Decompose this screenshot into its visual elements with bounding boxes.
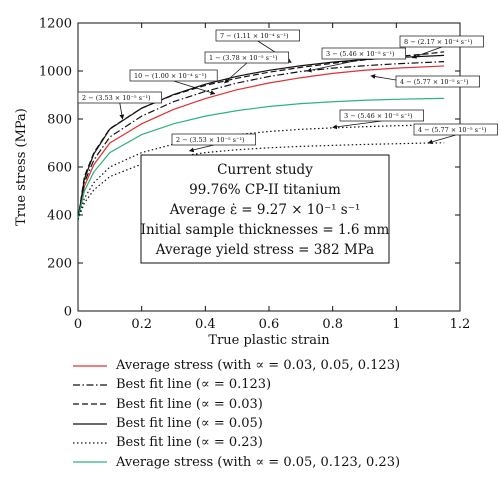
- annotation-arrow-6: [119, 102, 125, 120]
- annotation-arrow-3: [306, 58, 364, 73]
- x-tick-label-3: 0.6: [259, 317, 280, 332]
- legend-item-2: Best fit line (∝ = 0.03): [72, 395, 492, 414]
- y-axis-title: True stress (MPa): [14, 108, 29, 226]
- x-tick-label-1: 0.2: [131, 317, 152, 332]
- annotation-box-7: [339, 109, 424, 122]
- series-line-1: [77, 61, 445, 220]
- legend-swatch-5: [73, 461, 107, 463]
- info-box: Current study 99.76% CP-II titanium Averag…: [140, 154, 390, 264]
- info-box-line-0: Current study: [217, 162, 313, 178]
- y-tick-label-0: 0: [64, 305, 72, 320]
- annotation-label-2: 1 − (3.78 × 10⁻⁵ s⁻¹): [209, 54, 278, 62]
- y-tick-label-4: 800: [47, 113, 72, 128]
- legend-item-3: Best fit line (∝ = 0.05): [72, 414, 492, 433]
- info-box-frame: [140, 154, 390, 264]
- y-tick-label-1: 200: [47, 257, 72, 272]
- annotation-box-2: [204, 51, 289, 64]
- annotation-arrow-9: [188, 144, 214, 153]
- annotation-box-8: [413, 123, 498, 136]
- annotation-box-4: [129, 69, 218, 82]
- legend-label-3: Best fit line (∝ = 0.05): [116, 416, 263, 432]
- legend: Average stress (with ∝ = 0.03, 0.05, 0.1…: [72, 356, 492, 472]
- info-box-line-3: Initial sample thicknesses = 1.6 mm: [141, 222, 390, 238]
- info-box-line-4: Average yield stress = 382 MPa: [155, 242, 374, 258]
- legend-item-1: Best fit line (∝ = 0.123): [72, 375, 492, 394]
- info-box-line-1: 99.76% CP-II titanium: [189, 182, 341, 198]
- annotation-label-1: 8 − (2.17 × 10⁻⁴ s⁻¹): [404, 38, 473, 46]
- series-line-4: [77, 142, 445, 220]
- annotation-arrow-7: [332, 120, 382, 130]
- x-tick-label-2: 0.4: [195, 317, 216, 332]
- annotation-arrow-4: [173, 80, 216, 95]
- legend-swatch-0: [73, 364, 107, 367]
- info-box-line-2: Average ε̇ = 9.27 × 10⁻¹ s⁻¹: [169, 202, 361, 218]
- axis-layer: 0 0.2 0.4 0.6 0.8 1 1.2 0 200 400 600 800 1000 1200 Tr…: [14, 17, 470, 349]
- annotation-label-5: 4 − (5.77 × 10⁻⁵ s⁻¹): [400, 78, 469, 86]
- annotation-box-0: [215, 29, 300, 42]
- legend-swatch-3: [73, 422, 107, 425]
- y-tick-label-3: 600: [47, 161, 72, 176]
- x-tick-label-0: 0: [74, 317, 82, 332]
- x-tick-label-5: 1: [392, 317, 400, 332]
- legend-item-0: Average stress (with ∝ = 0.03, 0.05, 0.1…: [72, 356, 492, 375]
- legend-label-0: Average stress (with ∝ = 0.03, 0.05, 0.1…: [116, 358, 401, 374]
- legend-swatch-4: [73, 442, 107, 444]
- legend-label-4: Best fit line (∝ = 0.23): [116, 435, 263, 451]
- annotation-box-9: [171, 133, 256, 146]
- x-axis-title: True plastic strain: [208, 333, 330, 348]
- legend-swatch-2: [73, 403, 107, 405]
- annotation-label-6: 2 − (3.53 × 10⁻⁵ s⁻¹): [82, 94, 151, 102]
- annotation-label-0: 7 − (1.11 × 10⁻⁴ s⁻¹): [220, 32, 289, 40]
- y-tick-label-6: 1200: [39, 17, 72, 32]
- series-line-2: [77, 51, 445, 220]
- annotation-box-3: [321, 47, 406, 60]
- legend-label-5: Average stress (with ∝ = 0.05, 0.123, 0.…: [116, 454, 401, 470]
- annotation-layer: 7 − (1.11 × 10⁻⁴ s⁻¹) 8 − (2.17 × 10⁻⁴ s⁻…: [77, 29, 498, 153]
- annotation-label-4: 10 − (1.00 × 10⁻⁴ s⁻¹): [134, 72, 207, 80]
- legend-item-4: Best fit line (∝ = 0.23): [72, 433, 492, 452]
- annotation-arrow-1: [411, 46, 442, 59]
- legend-swatch-1: [73, 384, 107, 386]
- stress-strain-chart: 7 − (1.11 × 10⁻⁴ s⁻¹) 8 − (2.17 × 10⁻⁴ s⁻…: [14, 17, 498, 349]
- legend-label-1: Best fit line (∝ = 0.123): [116, 377, 272, 393]
- annotation-label-9: 2 − (3.53 × 10⁻⁵ s⁻¹): [176, 136, 245, 144]
- legend-item-5: Average stress (with ∝ = 0.05, 0.123, 0.…: [72, 452, 492, 471]
- annotation-label-7: 3 − (5.46 × 10⁻⁵ s⁻¹): [344, 112, 413, 120]
- series-line-5: [77, 97, 445, 220]
- annotation-box-1: [399, 35, 484, 48]
- x-tick-label-4: 0.8: [322, 317, 343, 332]
- annotation-box-5: [395, 75, 480, 88]
- y-tick-label-2: 400: [47, 209, 72, 224]
- annotation-label-3: 3 − (5.46 × 10⁻⁵ s⁻¹): [326, 50, 395, 58]
- y-tick-label-5: 1000: [39, 65, 72, 80]
- annotation-arrow-8: [427, 134, 456, 145]
- legend-label-2: Best fit line (∝ = 0.03): [116, 396, 263, 412]
- annotation-arrow-2: [224, 62, 248, 84]
- series-line-0: [77, 65, 445, 220]
- x-tick-label-6: 1.2: [450, 317, 471, 332]
- annotation-box-6: [77, 91, 162, 104]
- annotation-label-8: 4 − (5.77 × 10⁻⁵ s⁻¹): [418, 126, 487, 134]
